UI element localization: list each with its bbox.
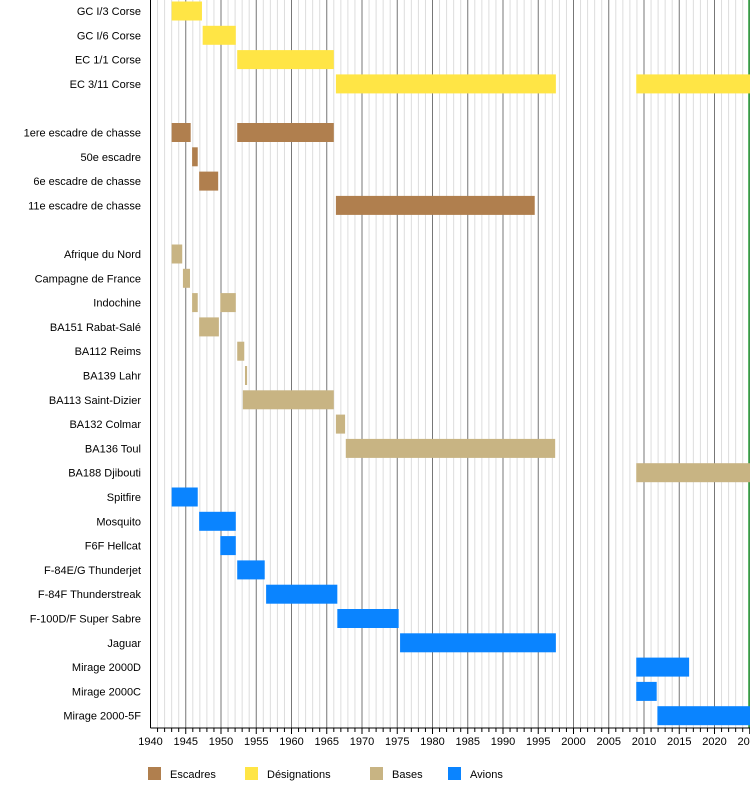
bar-désignations (171, 1, 202, 21)
x-tick-label: 1960 (279, 736, 303, 748)
row-label: BA112 Reims (75, 346, 142, 358)
x-tick-label: 1950 (209, 736, 233, 748)
bar-avions (171, 487, 198, 507)
bar-escadres (335, 195, 535, 215)
bar-bases (345, 438, 556, 458)
row-label: BA151 Rabat-Salé (50, 322, 141, 334)
bar-désignations (202, 25, 236, 45)
bar-avions (657, 706, 750, 726)
x-tick-label: 2000 (561, 736, 585, 748)
bar-avions (636, 681, 657, 701)
bar-escadres (199, 171, 219, 191)
legend-label: Escadres (170, 769, 216, 781)
bar-avions (337, 609, 399, 628)
bar-désignations (335, 74, 556, 94)
x-tick-label: 2025 (738, 736, 750, 748)
bar-bases (335, 414, 346, 434)
bars (171, 1, 750, 726)
legend: Escadres Désignations Bases Avions (148, 767, 503, 781)
legend-swatch (448, 767, 461, 780)
x-tick-label: 1995 (526, 736, 550, 748)
legend-swatch (148, 767, 161, 780)
row-label: Mirage 2000C (72, 686, 141, 698)
row-label: Indochine (93, 298, 141, 310)
bar-désignations (237, 50, 334, 70)
row-label: BA188 Djibouti (68, 468, 141, 480)
row-label: 50e escadre (80, 152, 141, 164)
bar-bases (244, 366, 248, 385)
row-label: GC I/3 Corse (77, 6, 141, 18)
row-label: 1ere escadre de chasse (24, 128, 141, 140)
row-label: Mirage 2000D (72, 662, 141, 674)
x-tick-label: 2020 (702, 736, 726, 748)
bar-escadres (171, 123, 191, 142)
bar-avions (199, 511, 236, 531)
bar-escadres (192, 147, 198, 167)
legend-label: Désignations (267, 769, 331, 781)
x-tick-label: 1985 (456, 736, 480, 748)
row-label: EC 1/1 Corse (75, 55, 141, 67)
row-labels: GC I/3 Corse GC I/6 Corse EC 1/1 Corse EC 3… (24, 6, 142, 723)
legend-swatch (245, 767, 258, 780)
row-label: F-84E/G Thunderjet (44, 565, 141, 577)
bar-bases (171, 244, 183, 264)
row-label: F6F Hellcat (85, 541, 141, 553)
bar-avions (636, 657, 690, 677)
bar-bases (192, 293, 198, 313)
legend-label: Avions (470, 769, 503, 781)
x-axis: 1940 1945 1950 1955 1960 1965 1970 1975 1980 1985… (138, 0, 750, 748)
legend-swatch (370, 767, 383, 780)
row-label: 6e escadre de chasse (33, 176, 141, 188)
row-label: Campagne de France (35, 273, 141, 285)
row-label: Jaguar (107, 638, 141, 650)
x-tick-label: 1970 (350, 736, 374, 748)
bar-escadres (237, 123, 334, 142)
x-tick-label: 1955 (244, 736, 268, 748)
bar-bases (199, 317, 219, 337)
bar-avions (400, 633, 556, 653)
bar-avions (237, 560, 265, 580)
bar-bases (242, 390, 334, 410)
row-label: BA136 Toul (85, 443, 141, 455)
x-tick-label: 2010 (632, 736, 656, 748)
bar-avions (220, 536, 236, 556)
row-label: Afrique du Nord (64, 249, 141, 261)
bar-avions (266, 584, 338, 604)
bar-bases (220, 293, 236, 313)
x-tick-label: 2005 (597, 736, 621, 748)
x-tick-label: 1965 (315, 736, 339, 748)
x-tick-label: 1975 (385, 736, 409, 748)
row-label: BA132 Colmar (69, 419, 141, 431)
x-tick-label: 1990 (491, 736, 515, 748)
x-tick-label: 1940 (138, 736, 162, 748)
row-label: Mosquito (96, 516, 141, 528)
legend-label: Bases (392, 769, 423, 781)
row-label: F-100D/F Super Sabre (30, 614, 141, 626)
x-tick-label: 1945 (174, 736, 198, 748)
row-label: GC I/6 Corse (77, 30, 141, 42)
x-tick-label: 1980 (420, 736, 444, 748)
row-label: 11e escadre de chasse (28, 200, 141, 212)
x-tick-label: 2015 (667, 736, 691, 748)
row-label: Mirage 2000-5F (63, 711, 141, 723)
bar-bases (182, 268, 190, 288)
row-label: F-84F Thunderstreak (38, 589, 142, 601)
bar-désignations (636, 74, 750, 94)
row-label: BA139 Lahr (83, 371, 141, 383)
row-label: Spitfire (107, 492, 141, 504)
row-label: BA113 Saint-Dizier (49, 395, 141, 407)
grid (157, 0, 750, 728)
bar-bases (237, 341, 245, 361)
bar-bases (636, 463, 750, 483)
row-label: EC 3/11 Corse (70, 79, 141, 91)
